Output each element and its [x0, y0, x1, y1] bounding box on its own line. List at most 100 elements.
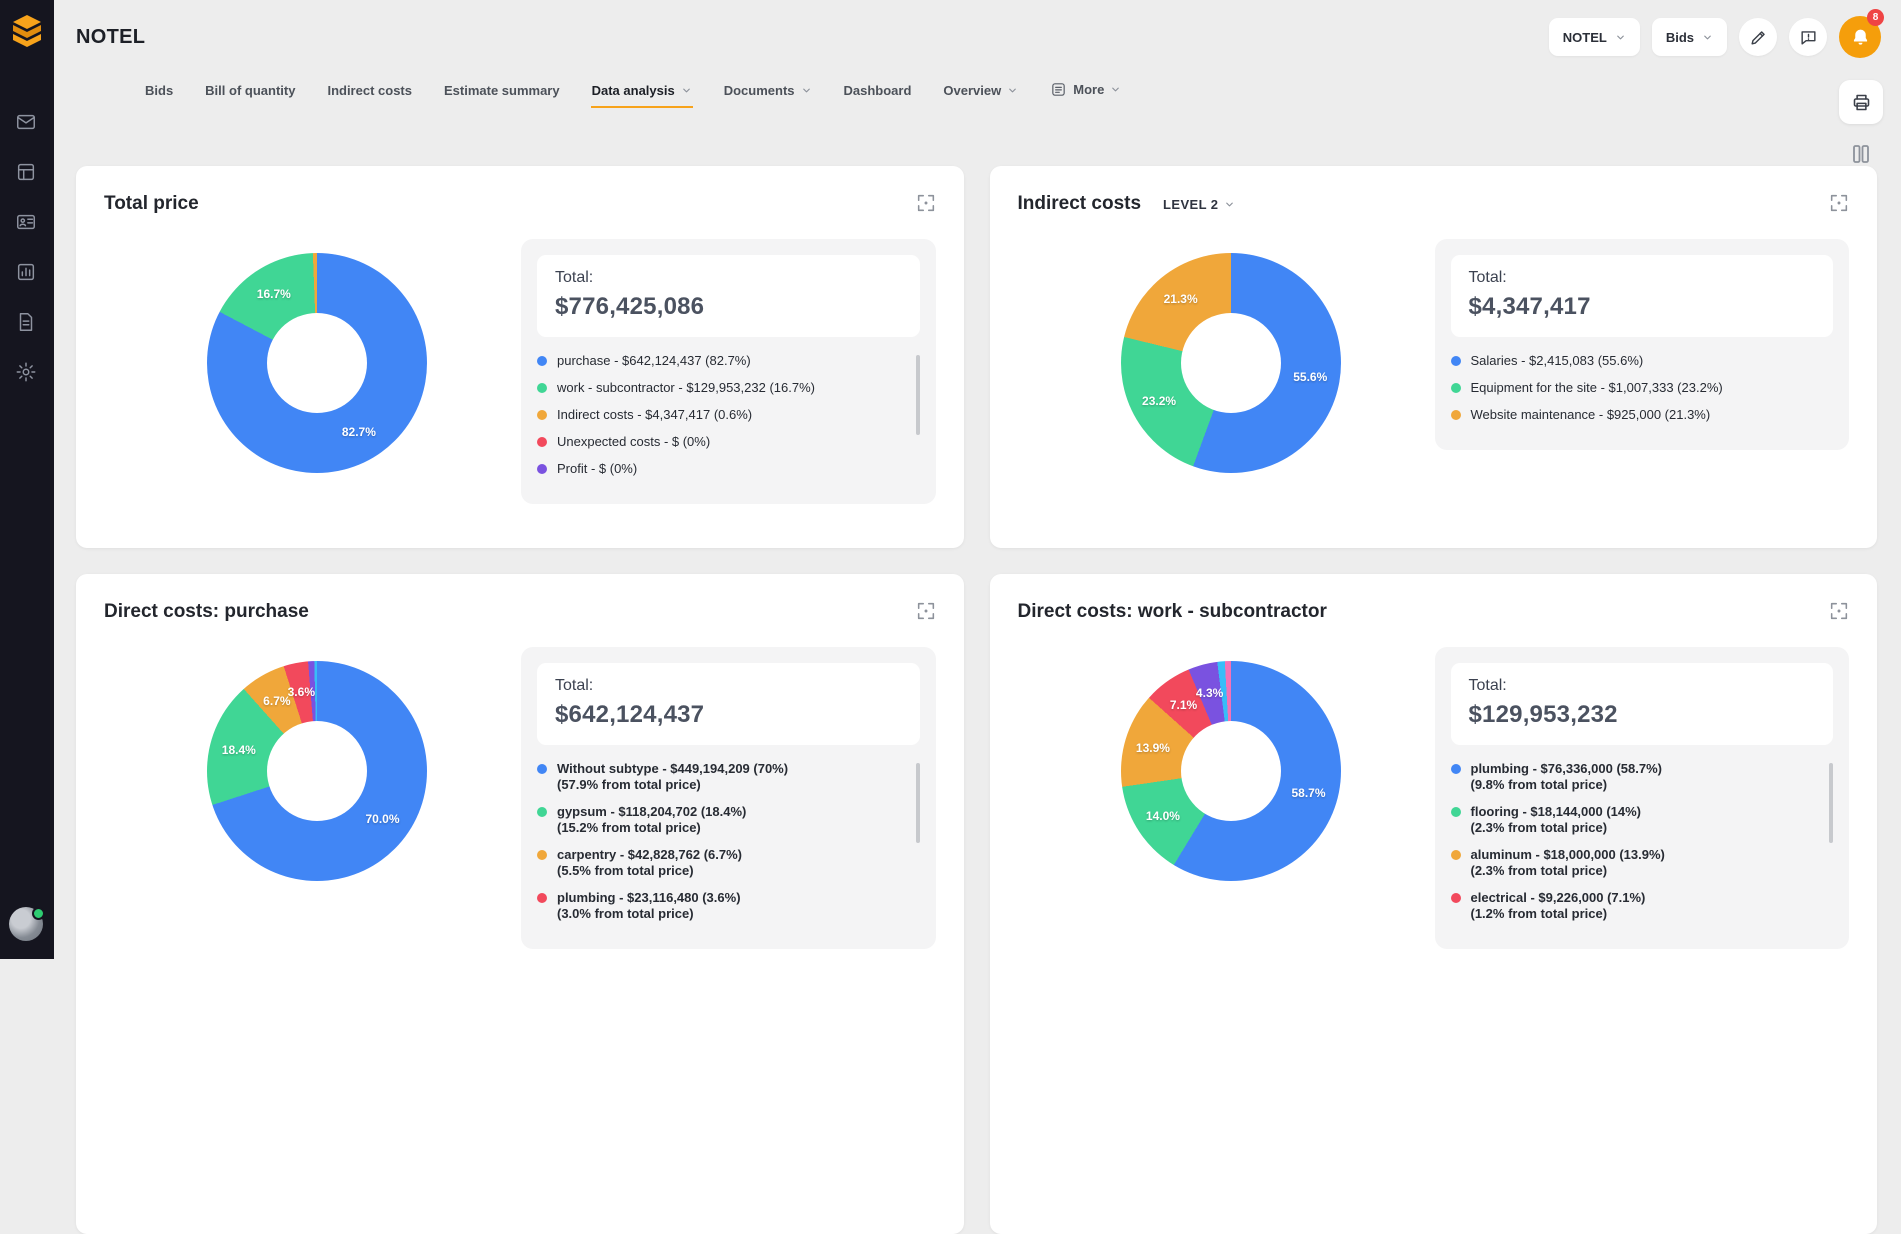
sidebar-document-icon[interactable] [15, 310, 39, 334]
legend-item[interactable]: plumbing - $23,116,480 (3.6%) (3.0% from … [537, 890, 908, 922]
charts-grid: Total price 82.7% 16.7% Total: $776,425,0… [54, 166, 1901, 1234]
tab-overview[interactable]: Overview [942, 83, 1019, 108]
list-icon [17, 163, 35, 181]
legend-item-text: aluminum - $18,000,000 (13.9%) (2.3% from… [1470, 847, 1665, 878]
chart-legend: plumbing - $76,336,000 (58.7%) (9.8% from… [1450, 761, 1833, 922]
sidebar-list-icon[interactable] [15, 160, 39, 184]
legend-color-dot [537, 437, 547, 447]
legend-item[interactable]: Without subtype - $449,194,209 (70%) (57.… [537, 761, 908, 793]
legend-color-dot [1450, 383, 1461, 393]
legend-color-dot [537, 383, 547, 393]
legend-item[interactable]: work - subcontractor - $129,953,232 (16.… [537, 380, 908, 396]
tab-label: Estimate summary [443, 83, 560, 98]
expand-icon [1830, 602, 1848, 620]
sidebar-settings-icon[interactable] [15, 360, 39, 384]
total-box: Total: $129,953,232 [1450, 663, 1833, 745]
legend-item-text: Indirect costs - $4,347,417 (0.6%) [557, 407, 753, 422]
print-icon [1853, 94, 1869, 110]
legend-color-dot [1450, 410, 1461, 420]
project-selector[interactable]: NOTEL [1548, 18, 1640, 56]
app-logo-icon[interactable] [7, 12, 47, 52]
legend-color-dot [537, 410, 547, 420]
expand-button[interactable] [914, 600, 938, 624]
legend-item[interactable]: purchase - $642,124,437 (82.7%) [537, 353, 908, 369]
tab-estimate-summary[interactable]: Estimate summary [443, 83, 561, 108]
tab-data-analysis[interactable]: Data analysis [590, 83, 693, 108]
slice-percentage-label: 13.9% [1135, 740, 1170, 755]
tab-label: Documents [723, 83, 795, 98]
donut-hole [267, 313, 367, 413]
expand-button[interactable] [1827, 600, 1851, 624]
legend-item[interactable]: electrical - $9,226,000 (7.1%) (1.2% from… [1450, 890, 1822, 922]
slice-percentage-label: 82.7% [341, 425, 376, 440]
slice-percentage-label: 4.3% [1195, 685, 1224, 700]
sidebar-inbox-icon[interactable] [15, 110, 39, 134]
notifications-button[interactable]: 8 [1839, 9, 1884, 58]
donut-chart[interactable]: 58.7% 14.0% 13.9% 7.1% 4.3% [1120, 661, 1341, 881]
legend-color-dot [537, 850, 547, 860]
donut-chart[interactable]: 82.7% 16.7% [207, 253, 427, 473]
chevron-down-icon [1009, 88, 1017, 93]
slice-percentage-label: 58.7% [1291, 785, 1326, 800]
edit-button[interactable] [1739, 18, 1777, 56]
expand-button[interactable] [1827, 192, 1851, 216]
tab-documents[interactable]: Documents [723, 83, 813, 108]
print-button[interactable] [1839, 80, 1883, 124]
legend-item-text: Salaries - $2,415,083 (55.6%) [1470, 353, 1644, 368]
tab-more[interactable]: More [1049, 81, 1122, 108]
legend-item[interactable]: carpentry - $42,828,762 (6.7%) (5.5% from… [537, 847, 908, 879]
slice-percentage-label: 16.7% [256, 287, 291, 302]
tab-dashboard[interactable]: Dashboard [843, 83, 913, 108]
total-value: $129,953,232 [1468, 701, 1618, 728]
expand-button[interactable] [914, 192, 938, 216]
legend-item-text: electrical - $9,226,000 (7.1%) (1.2% from… [1470, 890, 1646, 921]
chart-summary-panel: Total: $4,347,417 Salaries - $2,415,083 … [1434, 239, 1849, 450]
legend-color-dot [537, 764, 547, 774]
tab-label: Data analysis [591, 83, 675, 98]
total-label: Total: [1468, 269, 1507, 286]
user-avatar[interactable] [9, 907, 45, 943]
level-selector[interactable]: LEVEL 2 [1157, 196, 1241, 213]
project-selector-label: NOTEL [1562, 29, 1607, 45]
legend-item[interactable]: Website maintenance - $925,000 (21.3%) [1450, 407, 1822, 423]
legend-item[interactable]: Salaries - $2,415,083 (55.6%) [1450, 353, 1822, 369]
legend-item[interactable]: Unexpected costs - $ (0%) [537, 434, 908, 450]
chevron-down-icon [1226, 202, 1234, 206]
legend-scrollbar[interactable] [915, 763, 920, 843]
legend-item[interactable]: Profit - $ (0%) [537, 461, 908, 477]
tab-label: Overview [943, 83, 1002, 98]
legend-item-text: plumbing - $76,336,000 (58.7%) (9.8% from… [1470, 761, 1662, 792]
legend-item[interactable]: Equipment for the site - $1,007,333 (23.… [1450, 380, 1822, 396]
legend-item[interactable]: plumbing - $76,336,000 (58.7%) (9.8% from… [1450, 761, 1822, 793]
layout-columns-button[interactable] [1848, 142, 1874, 168]
sidebar-nav [15, 110, 39, 384]
card-direct-costs-purchase: Direct costs: purchase 70.0% 18.4% 6.7% 3.6… [76, 574, 964, 1234]
main-area: NOTEL NOTEL Bids 8 [54, 0, 1901, 1234]
donut-chart[interactable]: 55.6% 23.2% 21.3% [1120, 253, 1341, 473]
slice-percentage-label: 6.7% [263, 693, 291, 708]
legend-color-dot [1450, 356, 1461, 366]
chart-summary-panel: Total: $129,953,232 plumbing - $76,336,0… [1434, 647, 1849, 949]
bell-icon [1853, 29, 1867, 45]
legend-item[interactable]: flooring - $18,144,000 (14%) (2.3% from t… [1450, 804, 1822, 836]
tab-indirect-costs[interactable]: Indirect costs [326, 83, 413, 108]
slice-percentage-label: 7.1% [1169, 698, 1198, 713]
legend-item[interactable]: aluminum - $18,000,000 (13.9%) (2.3% from… [1450, 847, 1822, 879]
feedback-button[interactable] [1789, 18, 1827, 56]
sidebar-badge-icon[interactable] [15, 210, 39, 234]
chevron-down-icon [682, 88, 690, 93]
chevron-down-icon [1112, 87, 1120, 92]
card-indirect-costs: Indirect costs LEVEL 2 55.6% 23.2% 21.3% T… [989, 166, 1877, 548]
tab-bill-of-quantity[interactable]: Bill of quantity [204, 83, 296, 108]
sidebar-chart-icon[interactable] [15, 260, 39, 284]
header-actions: NOTEL Bids 8 [1548, 9, 1884, 58]
tab-bids[interactable]: Bids [144, 83, 174, 108]
inbox-icon [17, 114, 35, 130]
donut-chart[interactable]: 70.0% 18.4% 6.7% 3.6% [207, 661, 427, 881]
legend-scrollbar[interactable] [915, 355, 920, 435]
slice-percentage-label: 21.3% [1163, 292, 1198, 307]
legend-item[interactable]: Indirect costs - $4,347,417 (0.6%) [537, 407, 908, 423]
legend-item[interactable]: gypsum - $118,204,702 (18.4%) (15.2% from… [537, 804, 908, 836]
legend-scrollbar[interactable] [1829, 763, 1833, 843]
bids-selector[interactable]: Bids [1651, 18, 1727, 56]
